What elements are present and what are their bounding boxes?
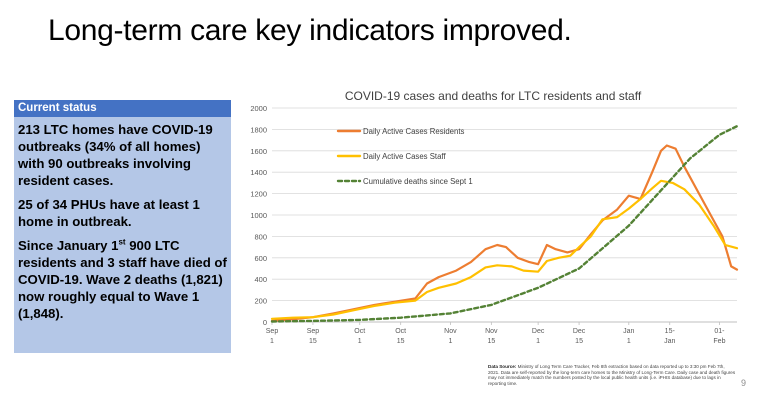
ordinal-suffix: st (118, 237, 126, 247)
x-tick-label-bottom: 1 (270, 338, 274, 345)
x-tick-label-bottom: 1 (536, 338, 540, 345)
x-tick-label-bottom: 15 (397, 338, 405, 345)
y-tick-label: 1000 (250, 211, 267, 220)
x-tick-label-top: 01- (714, 328, 725, 335)
legend-label-3: Cumulative deaths since Sept 1 (363, 177, 473, 186)
legend-label-2: Daily Active Cases Staff (363, 152, 446, 161)
x-tick-label-bottom: 15 (575, 338, 583, 345)
data-source-note: Data Source: Ministry of Long Term Care … (488, 364, 736, 386)
legend-label-1: Daily Active Cases Residents (363, 127, 465, 136)
y-tick-label: 600 (254, 254, 267, 263)
x-tick-label-bottom: Feb (713, 338, 725, 345)
x-tick-label-top: Dec (573, 328, 586, 335)
page-number: 9 (740, 378, 746, 388)
series-line-1 (270, 144, 739, 322)
x-tick-label-bottom: Jan (664, 338, 675, 345)
phu-outbreak-text: 25 of 34 PHUs have at least 1 home in ou… (18, 197, 200, 229)
x-tick-label-bottom: 1 (358, 338, 362, 345)
chart-svg: 0 200 400 600 800 1000 1200 1400 1600 1800 2000 Sep… (250, 104, 739, 345)
y-tick-label: 1800 (250, 125, 267, 134)
x-tick-label-top: Sep (266, 328, 279, 335)
y-tick-label: 200 (254, 297, 267, 306)
x-tick-label-bottom: 1 (448, 338, 452, 345)
data-source-text: Ministry of Long Term Care Tracker, Feb … (488, 364, 736, 386)
x-tick-label-top: Jan (623, 328, 634, 335)
x-tick-label-top: 15- (665, 328, 676, 335)
deaths-text-start: Since January 1 (18, 238, 119, 253)
x-tick-label-top: Nov (485, 328, 498, 335)
y-tick-label: 800 (254, 232, 267, 241)
x-tick-label-top: Sep (307, 328, 320, 335)
x-tick-label-top: Dec (532, 328, 545, 335)
y-tick-label: 1400 (250, 168, 267, 177)
x-tick-label-top: Oct (395, 328, 406, 335)
x-tick-label-bottom: 15 (309, 338, 317, 345)
ltc-cases-deaths-chart: COVID-19 cases and deaths for LTC reside… (238, 80, 748, 350)
y-tick-label: 2000 (250, 104, 267, 113)
x-tick-label-bottom: 15 (487, 338, 495, 345)
series-line-2 (270, 179, 739, 320)
current-status-panel: Current status 213 LTC homes have COVID-… (14, 100, 231, 353)
current-status-body: 213 LTC homes have COVID-19 outbreaks (3… (14, 117, 231, 322)
current-status-header: Current status (14, 100, 231, 117)
series-line-3 (270, 125, 739, 323)
data-source-label: Data Source: (488, 364, 517, 369)
x-tick-label-top: Oct (354, 328, 365, 335)
deaths-text: Since January 1st 900 LTC residents and … (18, 237, 227, 322)
x-tick-label-bottom: 1 (627, 338, 631, 345)
deaths-text-end: 900 LTC residents and 3 staff have died … (18, 238, 227, 321)
outbreak-homes-text: 213 LTC homes have COVID-19 outbreaks (3… (18, 122, 213, 188)
y-tick-label: 0 (263, 318, 267, 327)
chart-title: COVID-19 cases and deaths for LTC reside… (344, 89, 642, 103)
y-tick-label: 1200 (250, 190, 267, 199)
x-tick-label-top: Nov (444, 328, 457, 335)
slide-title: Long-term care key indicators improved. (48, 14, 572, 47)
y-tick-label: 1600 (250, 147, 267, 156)
y-tick-label: 400 (254, 275, 267, 284)
